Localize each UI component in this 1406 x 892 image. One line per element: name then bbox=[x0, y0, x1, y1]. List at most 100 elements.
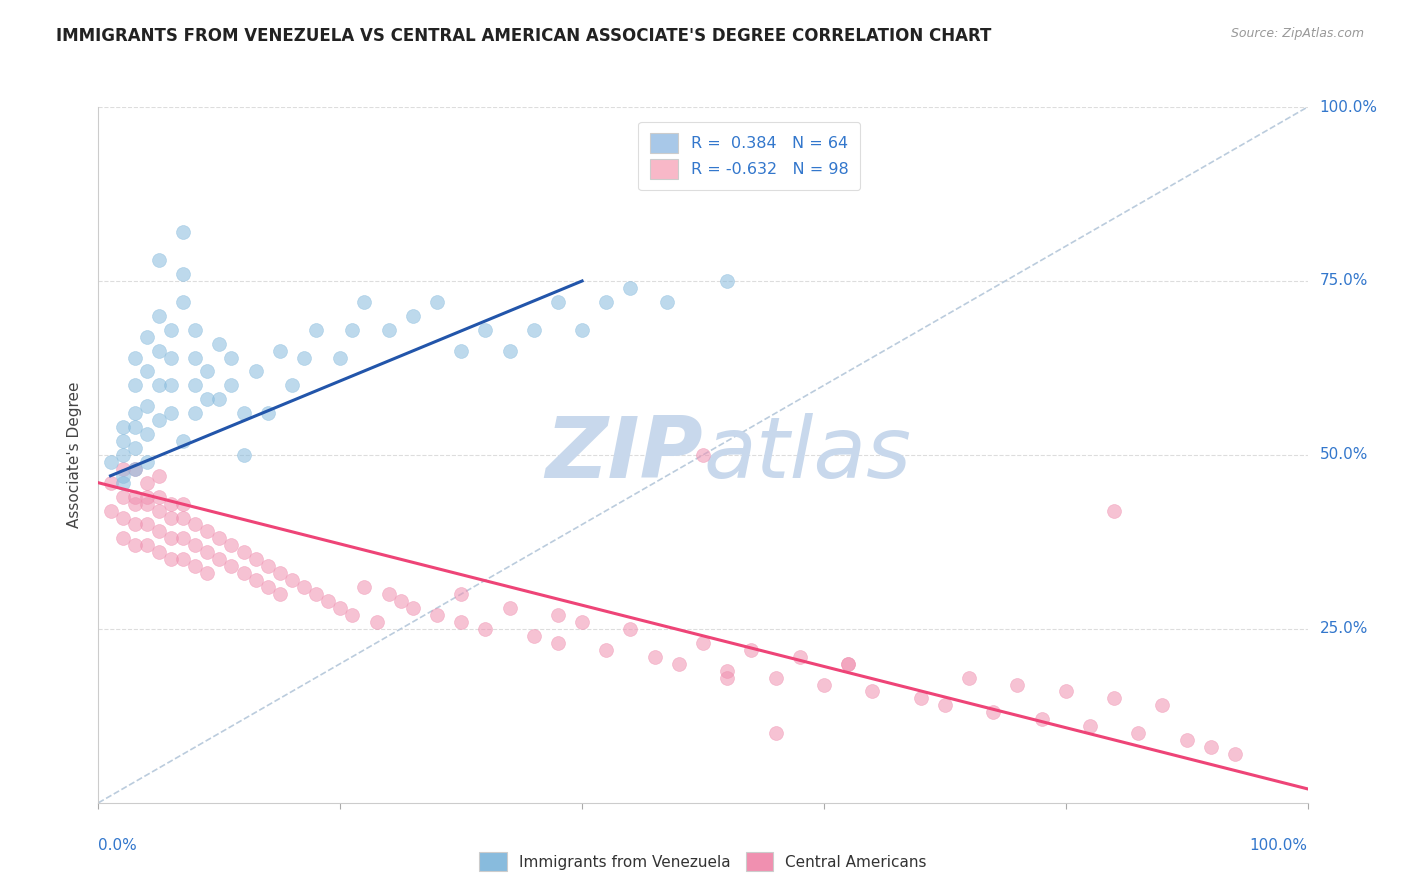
Point bbox=[547, 636, 569, 650]
Point bbox=[160, 552, 183, 566]
Point bbox=[366, 615, 388, 629]
Point bbox=[981, 706, 1004, 720]
Point bbox=[184, 517, 207, 532]
Point bbox=[148, 503, 170, 517]
Text: IMMIGRANTS FROM VENEZUELA VS CENTRAL AMERICAN ASSOCIATE'S DEGREE CORRELATION CHA: IMMIGRANTS FROM VENEZUELA VS CENTRAL AME… bbox=[56, 27, 991, 45]
Point bbox=[571, 615, 593, 629]
Point bbox=[740, 642, 762, 657]
Point bbox=[148, 545, 170, 559]
Point bbox=[498, 601, 520, 615]
Point bbox=[184, 351, 207, 365]
Point bbox=[100, 455, 122, 469]
Point bbox=[957, 671, 980, 685]
Point bbox=[377, 587, 399, 601]
Point bbox=[172, 225, 194, 239]
Point bbox=[389, 594, 412, 608]
Point bbox=[160, 497, 183, 511]
Point bbox=[160, 532, 183, 546]
Point bbox=[269, 587, 291, 601]
Point bbox=[353, 580, 375, 594]
Point bbox=[1175, 733, 1198, 747]
Point bbox=[148, 378, 170, 392]
Point bbox=[692, 448, 714, 462]
Point bbox=[111, 510, 134, 524]
Point bbox=[316, 594, 339, 608]
Text: 100.0%: 100.0% bbox=[1250, 838, 1308, 853]
Point bbox=[934, 698, 956, 713]
Point bbox=[329, 601, 352, 615]
Point bbox=[124, 378, 146, 392]
Point bbox=[111, 532, 134, 546]
Point bbox=[837, 657, 859, 671]
Point bbox=[208, 336, 231, 351]
Point bbox=[668, 657, 690, 671]
Point bbox=[245, 573, 267, 587]
Point bbox=[232, 406, 254, 420]
Point bbox=[111, 468, 134, 483]
Point bbox=[160, 378, 183, 392]
Text: 100.0%: 100.0% bbox=[1320, 100, 1378, 114]
Point bbox=[148, 413, 170, 427]
Point bbox=[1128, 726, 1150, 740]
Point bbox=[329, 351, 352, 365]
Point bbox=[124, 538, 146, 552]
Point bbox=[305, 323, 328, 337]
Point bbox=[1078, 719, 1101, 733]
Point bbox=[619, 281, 641, 295]
Text: 50.0%: 50.0% bbox=[1320, 448, 1368, 462]
Point bbox=[135, 497, 157, 511]
Point bbox=[124, 406, 146, 420]
Point bbox=[195, 545, 218, 559]
Point bbox=[184, 406, 207, 420]
Point bbox=[135, 490, 157, 504]
Point bbox=[100, 503, 122, 517]
Text: Source: ZipAtlas.com: Source: ZipAtlas.com bbox=[1230, 27, 1364, 40]
Point bbox=[619, 622, 641, 636]
Text: atlas: atlas bbox=[703, 413, 911, 497]
Point bbox=[135, 399, 157, 413]
Point bbox=[172, 294, 194, 309]
Point bbox=[547, 294, 569, 309]
Point bbox=[256, 580, 278, 594]
Point bbox=[160, 351, 183, 365]
Point bbox=[148, 253, 170, 268]
Point bbox=[148, 343, 170, 358]
Point bbox=[208, 392, 231, 407]
Point bbox=[184, 538, 207, 552]
Point bbox=[910, 691, 932, 706]
Point bbox=[353, 294, 375, 309]
Point bbox=[124, 497, 146, 511]
Point bbox=[789, 649, 811, 664]
Point bbox=[281, 573, 304, 587]
Point bbox=[135, 364, 157, 378]
Point bbox=[124, 351, 146, 365]
Point bbox=[1152, 698, 1174, 713]
Point bbox=[195, 392, 218, 407]
Point bbox=[232, 566, 254, 581]
Point bbox=[450, 587, 472, 601]
Point bbox=[172, 267, 194, 281]
Point bbox=[402, 601, 425, 615]
Point bbox=[595, 294, 617, 309]
Point bbox=[111, 434, 134, 448]
Point bbox=[195, 364, 218, 378]
Point bbox=[377, 323, 399, 337]
Point bbox=[1031, 712, 1053, 726]
Point bbox=[292, 580, 315, 594]
Point bbox=[245, 364, 267, 378]
Point bbox=[426, 294, 449, 309]
Point bbox=[208, 532, 231, 546]
Point bbox=[450, 615, 472, 629]
Point bbox=[135, 427, 157, 442]
Point bbox=[195, 524, 218, 539]
Point bbox=[135, 475, 157, 490]
Point bbox=[1102, 691, 1125, 706]
Point bbox=[1223, 747, 1246, 761]
Point bbox=[692, 636, 714, 650]
Point bbox=[256, 559, 278, 574]
Point bbox=[1199, 740, 1222, 755]
Point bbox=[716, 664, 738, 678]
Point bbox=[172, 434, 194, 448]
Point bbox=[765, 671, 787, 685]
Point bbox=[124, 490, 146, 504]
